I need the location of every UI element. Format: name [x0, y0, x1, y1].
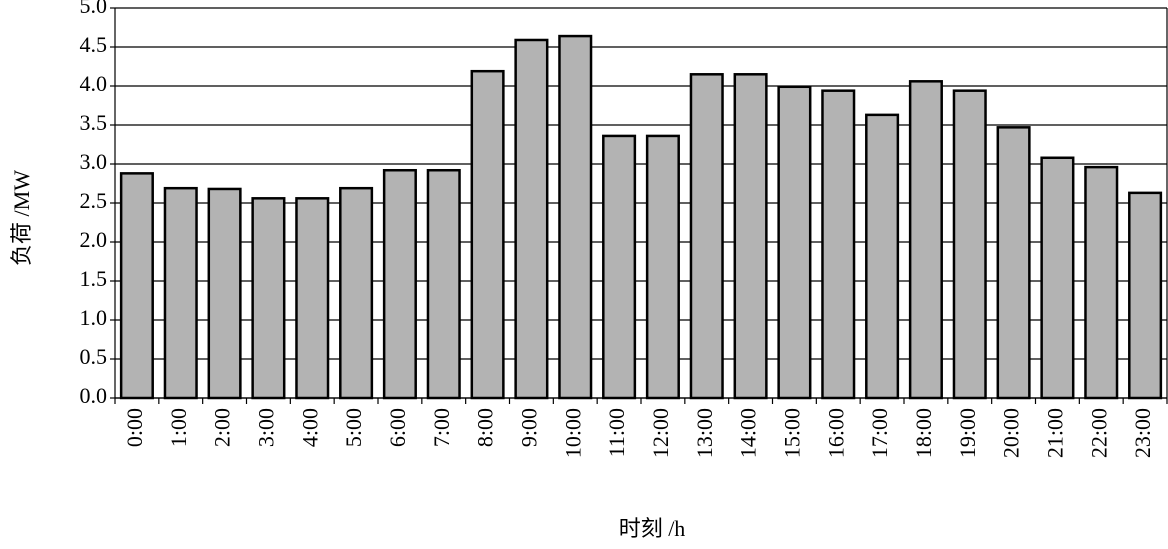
- bar: [777, 85, 812, 400]
- x-tick-label: 22:00: [1086, 408, 1111, 458]
- bar: [689, 73, 724, 400]
- x-tick-label: 3:00: [253, 408, 278, 447]
- x-tick-label: 15:00: [779, 408, 804, 458]
- bar: [514, 38, 549, 400]
- y-tick-label: 0.0: [80, 383, 108, 408]
- x-tick-label: 16:00: [823, 408, 848, 458]
- bar: [163, 186, 198, 400]
- x-tick-label: 14:00: [736, 408, 761, 458]
- y-tick-label: 5.0: [80, 0, 108, 18]
- x-tick-label: 2:00: [210, 408, 235, 447]
- y-tick-label: 1.0: [80, 305, 108, 330]
- bar: [339, 186, 374, 400]
- bar: [470, 69, 505, 400]
- bar: [996, 126, 1031, 400]
- bar: [908, 80, 943, 400]
- x-tick-label: 1:00: [166, 408, 191, 447]
- bar: [1040, 156, 1075, 400]
- x-tick-label: 19:00: [955, 408, 980, 458]
- x-tick-label: 17:00: [867, 408, 892, 458]
- x-tick-label: 6:00: [385, 408, 410, 447]
- y-tick-label: 2.0: [80, 227, 108, 252]
- x-tick-label: 0:00: [122, 408, 147, 447]
- bar: [1084, 165, 1119, 400]
- y-tick-label: 0.5: [80, 344, 108, 369]
- bar: [821, 89, 856, 400]
- x-tick-label: 20:00: [999, 408, 1024, 458]
- x-axis-label: 时刻 /h: [619, 516, 686, 541]
- x-tick-label: 9:00: [516, 408, 541, 447]
- bar: [865, 113, 900, 400]
- x-tick-label: 13:00: [692, 408, 717, 458]
- x-tick-label: 5:00: [341, 408, 366, 447]
- bar: [645, 134, 680, 400]
- x-tick-label: 18:00: [911, 408, 936, 458]
- y-tick-label: 1.5: [80, 266, 108, 291]
- bar: [251, 197, 286, 400]
- y-tick-label: 2.5: [80, 188, 108, 213]
- bar: [119, 172, 154, 400]
- bar: [207, 187, 242, 400]
- x-tick-label: 7:00: [429, 408, 454, 447]
- bar: [952, 89, 987, 400]
- y-tick-label: 4.0: [80, 71, 108, 96]
- y-tick-label: 3.5: [80, 110, 108, 135]
- bar: [382, 168, 417, 400]
- x-tick-label: 4:00: [297, 408, 322, 447]
- y-tick-label: 4.5: [80, 32, 108, 57]
- x-tick-label: 21:00: [1042, 408, 1067, 458]
- bar: [558, 34, 593, 400]
- bar: [602, 134, 637, 400]
- bar: [295, 197, 330, 400]
- x-tick-label: 12:00: [648, 408, 673, 458]
- x-tick-label: 23:00: [1130, 408, 1155, 458]
- y-tick-label: 3.0: [80, 149, 108, 174]
- bar: [733, 73, 768, 400]
- x-tick-label: 8:00: [473, 408, 498, 447]
- y-axis-label: 负荷 /MW: [9, 170, 34, 266]
- bar: [426, 168, 461, 400]
- x-tick-label: 11:00: [604, 408, 629, 457]
- x-tick-label: 10:00: [560, 408, 585, 458]
- bar: [1128, 191, 1163, 400]
